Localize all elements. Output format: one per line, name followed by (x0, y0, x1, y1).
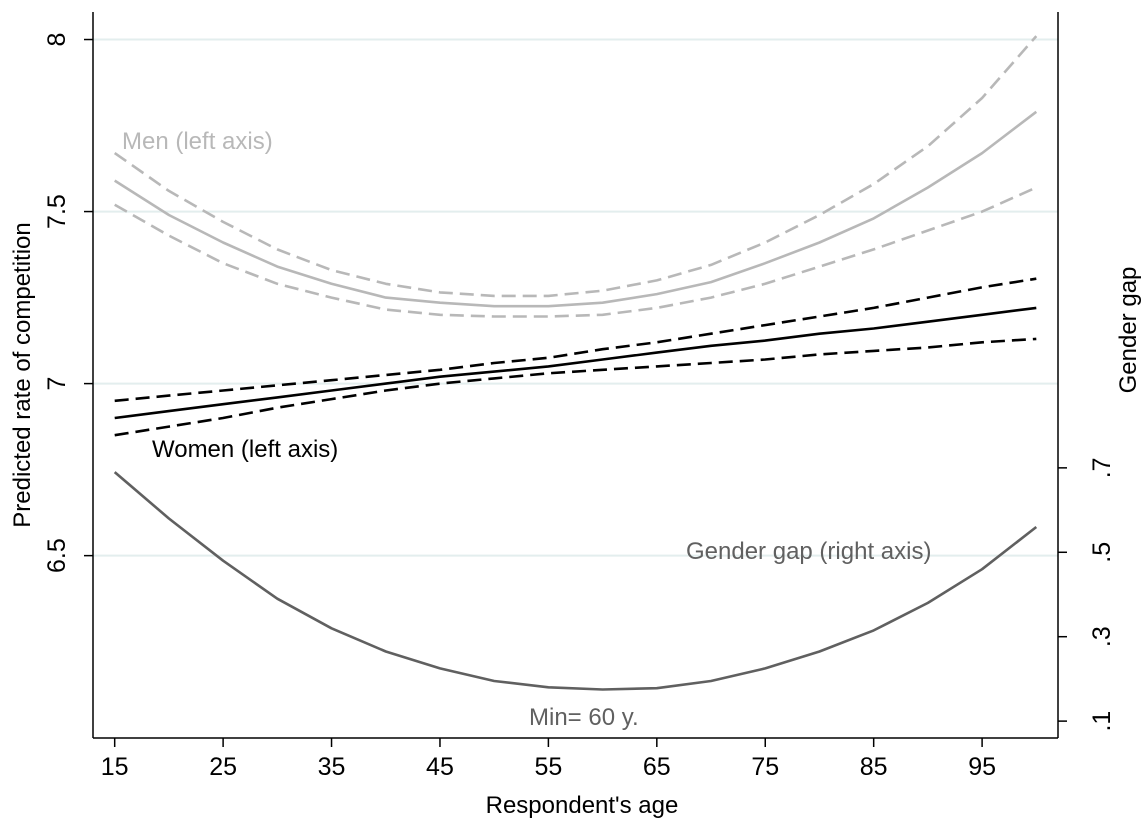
left-y-tick-label: 6.5 (43, 538, 71, 573)
series-line-gender-gap-right-axis (113, 471, 1038, 691)
x-axis-title: Respondent's age (486, 792, 679, 819)
x-tick-label: 55 (534, 753, 562, 781)
right-y-tick-label: .5 (1088, 542, 1116, 563)
gender-gap-series-label: Gender gap (right axis) (686, 538, 931, 565)
right-y-tick-label: .1 (1088, 711, 1116, 732)
right-y-tick-label: .7 (1088, 457, 1116, 478)
x-tick-label: 85 (860, 753, 888, 781)
left-y-tick-label: 8 (43, 33, 71, 47)
series-line-men-left-axis (114, 110, 1038, 308)
x-tick-label: 35 (318, 753, 346, 781)
right-y-axis-title: Gender gap (1115, 267, 1142, 394)
left-y-axis-title: Predicted rate of competition (9, 222, 36, 528)
left-y-tick-label: 7.5 (43, 194, 71, 229)
series-line-women-upper-ci (114, 277, 1037, 403)
series-line-women-lower-ci (114, 337, 1037, 437)
x-tick-label: 15 (101, 753, 129, 781)
series-line-men-lower-ci (114, 186, 1037, 318)
minimum-annotation: Min= 60 y. (529, 704, 639, 731)
left-y-tick-label: 7 (43, 377, 71, 391)
series-line-men-upper-ci (113, 35, 1038, 298)
women-series-label: Women (left axis) (152, 436, 338, 463)
right-y-tick-label: .3 (1088, 626, 1116, 647)
series-line-women-left-axis (114, 306, 1037, 420)
gridlines (93, 38, 1058, 557)
axes: 15 25 35 45 55 65 75 85 95 6.5 7 7.5 8 .1 .3 .5 .7 (43, 12, 1116, 781)
x-tick-label: 45 (426, 753, 454, 781)
x-tick-label: 95 (968, 753, 996, 781)
men-series-label: Men (left axis) (122, 128, 273, 155)
x-tick-label: 25 (209, 753, 237, 781)
x-tick-label: 65 (643, 753, 671, 781)
x-tick-label: 75 (751, 753, 779, 781)
plot-series (113, 35, 1038, 691)
